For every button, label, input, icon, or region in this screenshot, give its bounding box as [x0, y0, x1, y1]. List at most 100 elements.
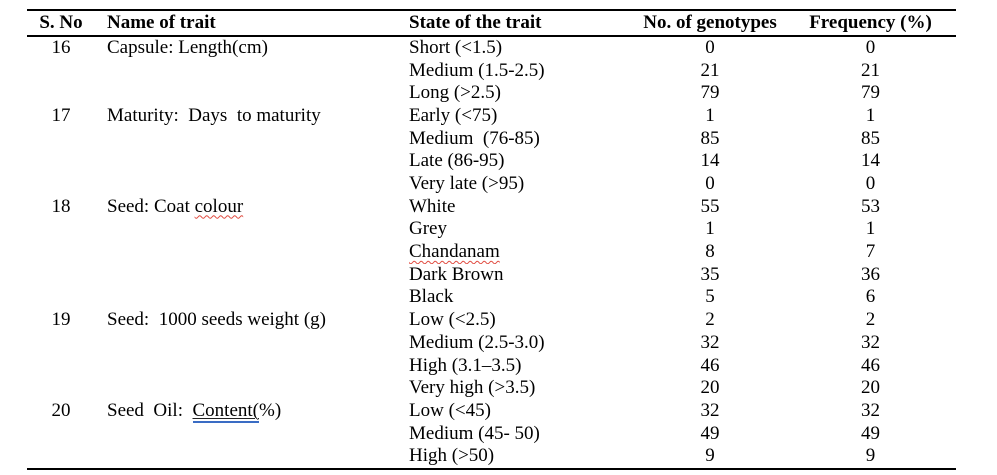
- sno-cell: 20: [51, 400, 71, 421]
- table-row: 16 Capsule: Length(cm) Short (<1.5) 0 0: [27, 36, 956, 60]
- trait-name-cell: [95, 264, 405, 287]
- sno-cell: [27, 60, 95, 83]
- table-row: Late (86-95) 14 14: [27, 150, 956, 173]
- frequency-cell: 46: [861, 354, 880, 376]
- table-row: 18 Seed: Coat colour White 55 53: [27, 196, 956, 219]
- sno-cell: [27, 423, 95, 446]
- table-row: Black 5 6: [27, 287, 956, 310]
- cell-text: Very high (>3.5): [409, 377, 536, 399]
- cell-text: Seed: Coat: [107, 195, 195, 217]
- cell-text: White: [409, 195, 456, 217]
- trait-name-cell: [95, 82, 405, 105]
- genotypes-cell: 32: [700, 400, 720, 421]
- cell-text: Medium (76-85): [409, 127, 540, 149]
- trait-state-cell: Low (<2.5): [405, 309, 635, 332]
- genotypes-cell: 79: [700, 82, 720, 104]
- cell-text: Long (>2.5): [409, 82, 501, 104]
- genotypes-cell: 2: [705, 309, 715, 331]
- trait-name-cell: Seed: 1000 seeds weight (g): [95, 309, 405, 332]
- genotypes-cell: 5: [705, 286, 715, 308]
- frequency-cell: 49: [861, 422, 880, 444]
- genotypes-cell: 0: [705, 173, 715, 195]
- frequency-cell: 79: [861, 82, 880, 104]
- frequency-cell: 0: [865, 173, 876, 195]
- genotypes-cell: 55: [700, 195, 720, 217]
- genotypes-cell: 21: [700, 59, 720, 81]
- trait-state-cell: White: [405, 196, 635, 219]
- trait-state-cell: Low (<45): [405, 400, 635, 423]
- genotypes-cell: 1: [705, 105, 715, 126]
- trait-name-cell: [95, 60, 405, 83]
- table-row: Grey 1 1: [27, 219, 956, 242]
- spellcheck-wavy-underline-text: colour: [194, 195, 244, 217]
- cell-text: Late (86-95): [409, 150, 505, 172]
- table-row: High (>50) 9 9: [27, 445, 956, 469]
- trait-state-cell: Short (<1.5): [405, 36, 635, 60]
- cell-text: Capsule: Length(cm): [107, 36, 268, 58]
- trait-name-cell: Capsule: Length(cm): [95, 36, 405, 60]
- table-row: Medium (1.5-2.5) 21 21: [27, 60, 956, 83]
- cell-text: Low (<45): [409, 400, 491, 421]
- col-header-sno: S. No: [39, 11, 83, 33]
- frequency-cell: 14: [861, 150, 880, 172]
- table-row: 17 Maturity: Days to maturity Early (<75) 1…: [27, 105, 956, 128]
- genotypes-cell: 8: [705, 241, 715, 263]
- trait-name-cell: [95, 355, 405, 378]
- trait-name-cell: [95, 128, 405, 151]
- table-row: Long (>2.5) 79 79: [27, 82, 956, 105]
- cell-text: Low (<2.5): [409, 309, 496, 331]
- table-row: Medium (45- 50) 49 49: [27, 423, 956, 446]
- sno-cell: [27, 219, 95, 242]
- trait-state-cell: Medium (76-85): [405, 128, 635, 151]
- col-header-frequency: Frequency (%): [809, 11, 932, 33]
- cell-text: High (>50): [409, 445, 495, 467]
- frequency-cell: 2: [865, 309, 876, 331]
- sno-cell: [27, 173, 95, 196]
- table-row: 20 Seed Oil: Content(%) Low (<45) 32 32: [27, 400, 956, 423]
- trait-state-cell: Chandanam: [405, 241, 635, 264]
- genotypes-cell: 46: [700, 354, 720, 376]
- table-body: 16 Capsule: Length(cm) Short (<1.5) 0 0 Mediu…: [27, 36, 956, 469]
- trait-name-cell: [95, 241, 405, 264]
- trait-name-cell: Maturity: Days to maturity: [95, 105, 405, 128]
- trait-state-cell: Very high (>3.5): [405, 377, 635, 400]
- frequency-cell: 1: [865, 218, 876, 240]
- trait-state-cell: Black: [405, 287, 635, 310]
- trait-name-cell: [95, 287, 405, 310]
- sno-cell: [27, 150, 95, 173]
- cell-text: Grey: [409, 218, 447, 240]
- trait-state-cell: Medium (2.5-3.0): [405, 332, 635, 355]
- trait-state-cell: High (>50): [405, 445, 635, 469]
- trait-state-cell: Grey: [405, 219, 635, 242]
- frequency-cell: 32: [861, 331, 880, 353]
- genotypes-cell: 32: [700, 331, 720, 353]
- sno-cell: 16: [51, 36, 71, 58]
- sno-cell: 19: [51, 309, 71, 331]
- frequency-cell: 1: [865, 105, 876, 126]
- table-row: Chandanam 8 7: [27, 241, 956, 264]
- trait-state-cell: Very late (>95): [405, 173, 635, 196]
- table-row: Very late (>95) 0 0: [27, 173, 956, 196]
- sno-cell: 17: [51, 105, 71, 126]
- frequency-cell: 6: [865, 286, 876, 308]
- trait-name-cell: [95, 219, 405, 242]
- cell-text: %): [259, 400, 282, 421]
- sno-cell: [27, 241, 95, 264]
- cell-text: Maturity: Days to maturity: [107, 105, 321, 126]
- frequency-cell: 7: [865, 241, 876, 263]
- trait-name-cell: [95, 173, 405, 196]
- col-header-trait-state: State of the trait: [409, 11, 542, 33]
- sno-cell: [27, 445, 95, 469]
- genotypes-cell: 9: [705, 445, 715, 467]
- sno-cell: [27, 332, 95, 355]
- table-row: High (3.1–3.5) 46 46: [27, 355, 956, 378]
- trait-name-cell: [95, 150, 405, 173]
- trait-state-cell: Medium (45- 50): [405, 423, 635, 446]
- table-row: Medium (2.5-3.0) 32 32: [27, 332, 956, 355]
- genotypes-cell: 85: [700, 127, 720, 149]
- trait-state-cell: Dark Brown: [405, 264, 635, 287]
- col-header-trait-name: Name of trait: [107, 11, 216, 33]
- cell-text: Dark Brown: [409, 263, 504, 285]
- genotypes-cell: 35: [700, 263, 720, 285]
